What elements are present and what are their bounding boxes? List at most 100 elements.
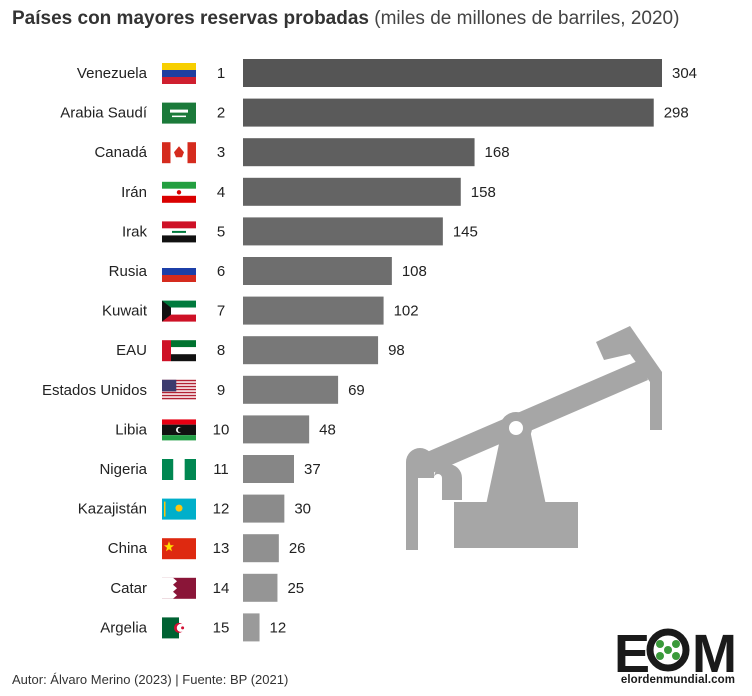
rank-label: 2 — [217, 105, 225, 122]
chart-row: Nigeria 11 37 — [99, 455, 321, 483]
country-label: EAU — [116, 342, 147, 359]
rank-label: 15 — [213, 619, 230, 636]
value-label: 69 — [348, 382, 365, 399]
chart-row: Irán 4 158 — [121, 177, 496, 206]
chart-row: Argelia 15 12 — [100, 613, 287, 642]
country-label: Argelia — [100, 619, 147, 636]
country-label: China — [108, 540, 148, 557]
chart-row: Libia 10 48 — [115, 415, 336, 444]
value-label: 98 — [388, 342, 405, 359]
value-label: 145 — [453, 223, 478, 240]
chart-row: Arabia Saudí 2 298 — [60, 98, 689, 127]
chart-row: Estados Unidos 9 69 — [42, 375, 365, 404]
value-label: 26 — [289, 540, 306, 557]
rank-label: 10 — [213, 421, 230, 438]
venezuela-flag — [162, 63, 196, 84]
country-label: Kazajistán — [78, 501, 147, 518]
kuwait-flag — [162, 300, 196, 322]
qatar-flag — [162, 577, 196, 599]
rank-label: 13 — [213, 540, 230, 557]
country-label: Venezuela — [77, 65, 148, 82]
russia-flag — [162, 261, 196, 282]
chart-row: China 13 26 — [108, 534, 306, 563]
value-label: 298 — [664, 105, 689, 122]
iraq-flag — [162, 221, 196, 243]
value-label: 168 — [485, 144, 510, 161]
chart-row: Rusia 6 108 — [109, 257, 427, 285]
rank-label: 9 — [217, 382, 225, 399]
value-label: 102 — [394, 303, 419, 320]
chart-row: Kuwait 7 102 — [102, 296, 419, 325]
chart-row: Venezuela 1 304 — [77, 59, 697, 87]
bar — [243, 613, 260, 642]
algeria-flag — [162, 617, 196, 639]
chart-row: Canadá 3 168 — [94, 138, 510, 167]
chart-title: Países con mayores reservas probadas (mi… — [12, 8, 679, 30]
country-label: Libia — [115, 421, 147, 438]
bar — [243, 375, 339, 404]
bar — [243, 534, 279, 563]
usa-flag — [162, 379, 196, 400]
publisher-logo: E M elordenmundial.com — [612, 628, 744, 690]
title-main: Países con mayores reservas probadas — [12, 8, 369, 29]
rank-label: 14 — [213, 580, 230, 597]
china-flag — [162, 538, 196, 560]
country-label: Rusia — [109, 263, 148, 280]
bar — [243, 296, 384, 325]
rank-label: 12 — [213, 501, 230, 518]
oil-pumpjack-icon — [406, 326, 662, 550]
globe-icon — [646, 628, 690, 672]
country-label: Irán — [121, 184, 147, 201]
value-label: 108 — [402, 263, 427, 280]
chart-row: EAU 8 98 — [116, 336, 405, 365]
bar — [243, 177, 461, 206]
title-subtitle: (miles de millones de barriles, 2020) — [374, 8, 680, 29]
value-label: 304 — [672, 65, 697, 82]
rank-label: 6 — [217, 263, 225, 280]
country-label: Estados Unidos — [42, 382, 147, 399]
value-label: 158 — [471, 184, 496, 201]
rank-label: 11 — [213, 461, 229, 478]
source-footer: Autor: Álvaro Merino (2023) | Fuente: BP… — [12, 672, 289, 687]
bar — [243, 494, 285, 523]
value-label: 37 — [304, 461, 321, 478]
chart-row: Catar 14 25 — [110, 573, 304, 602]
pumpjack-horsehead — [596, 326, 662, 430]
value-label: 12 — [270, 619, 287, 636]
pumpjack-beam — [420, 360, 648, 475]
rank-label: 5 — [217, 223, 225, 240]
logo-letter-e: E — [614, 628, 650, 674]
uae-flag — [162, 340, 196, 362]
pumpjack-crank — [406, 448, 462, 550]
bar — [243, 59, 662, 87]
pumpjack-base — [454, 502, 578, 548]
logo-letters: E M — [614, 628, 737, 674]
bar — [243, 257, 392, 285]
value-label: 48 — [319, 421, 336, 438]
bar — [243, 455, 294, 483]
chart-row: Kazajistán 12 30 — [78, 494, 311, 523]
chart-row: Irak 5 145 — [122, 217, 478, 246]
bar — [243, 138, 475, 167]
kazakhstan-flag — [162, 498, 196, 520]
canada-flag — [162, 142, 196, 164]
country-label: Canadá — [94, 144, 147, 161]
bar — [243, 217, 443, 246]
bar — [243, 98, 654, 127]
country-label: Nigeria — [99, 461, 147, 478]
logo-subtitle: elordenmundial.com — [620, 674, 736, 686]
country-label: Kuwait — [102, 303, 148, 320]
libya-flag — [162, 419, 196, 441]
pumpjack-tower — [486, 430, 546, 505]
rank-label: 7 — [217, 303, 225, 320]
country-label: Irak — [122, 223, 148, 240]
bar — [243, 336, 379, 365]
value-label: 25 — [287, 580, 304, 597]
rank-label: 1 — [217, 65, 225, 82]
iran-flag — [162, 181, 196, 203]
value-label: 30 — [294, 501, 311, 518]
saudi-arabia-flag — [162, 102, 196, 124]
bar — [243, 415, 310, 444]
rank-label: 8 — [217, 342, 225, 359]
